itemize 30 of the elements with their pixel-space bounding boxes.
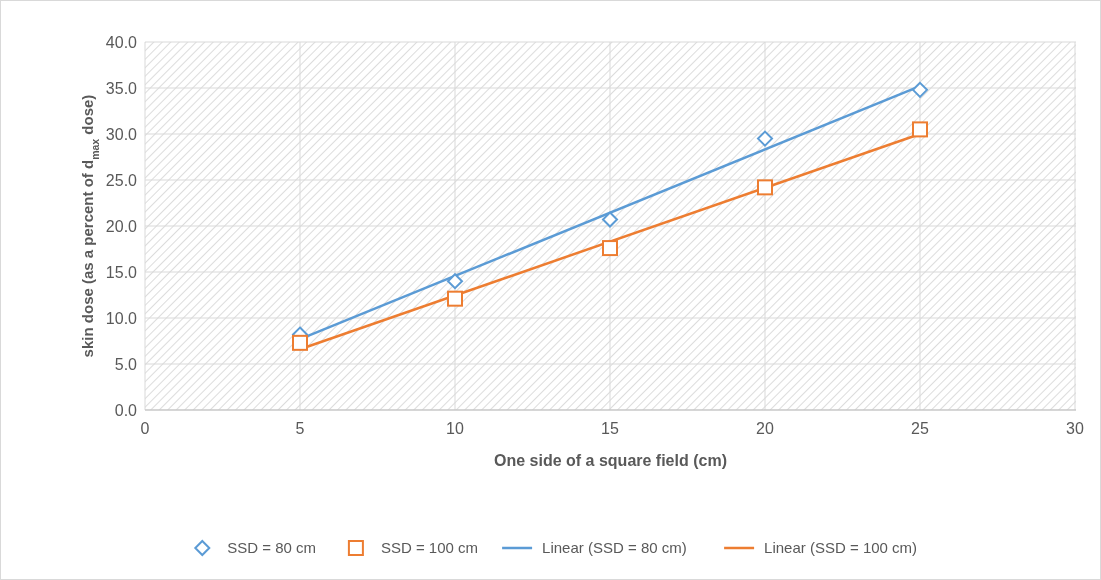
legend-label: Linear (SSD = 80 cm)	[542, 539, 687, 557]
y-tick-label: 10.0	[105, 309, 138, 327]
point	[602, 240, 618, 257]
y-tick-label: 20.0	[105, 217, 138, 235]
x-tick-label: 30	[1066, 420, 1084, 437]
x-axis-title: One side of a square field (cm)	[494, 452, 727, 469]
y-tick-label: 30.0	[105, 125, 138, 143]
y-tick-label: 40.0	[105, 33, 138, 51]
legend-label: Linear (SSD = 100 cm)	[764, 539, 918, 557]
legend-label: SSD = 100 cm	[380, 539, 479, 557]
x-tick-label: 0	[140, 420, 150, 437]
point	[757, 130, 773, 147]
point	[602, 211, 618, 228]
x-tick-label: 25	[911, 420, 929, 437]
point	[447, 290, 463, 307]
y-tick-label: 0.0	[114, 401, 138, 419]
y-tick-label: 35.0	[105, 79, 138, 97]
point	[757, 179, 773, 196]
point	[912, 81, 928, 98]
point	[447, 273, 463, 290]
y-tick-label: 5.0	[114, 355, 138, 373]
x-tick-label: 5	[295, 420, 305, 437]
x-tick-label: 20	[756, 420, 774, 437]
x-tick-label: 10	[446, 420, 464, 437]
legend-label: SSD = 80 cm	[227, 539, 317, 557]
y-tick-label: 25.0	[105, 171, 138, 189]
point	[912, 121, 928, 138]
x-tick-label: 15	[601, 420, 619, 437]
y-tick-label: 15.0	[105, 263, 138, 281]
point	[292, 334, 308, 351]
